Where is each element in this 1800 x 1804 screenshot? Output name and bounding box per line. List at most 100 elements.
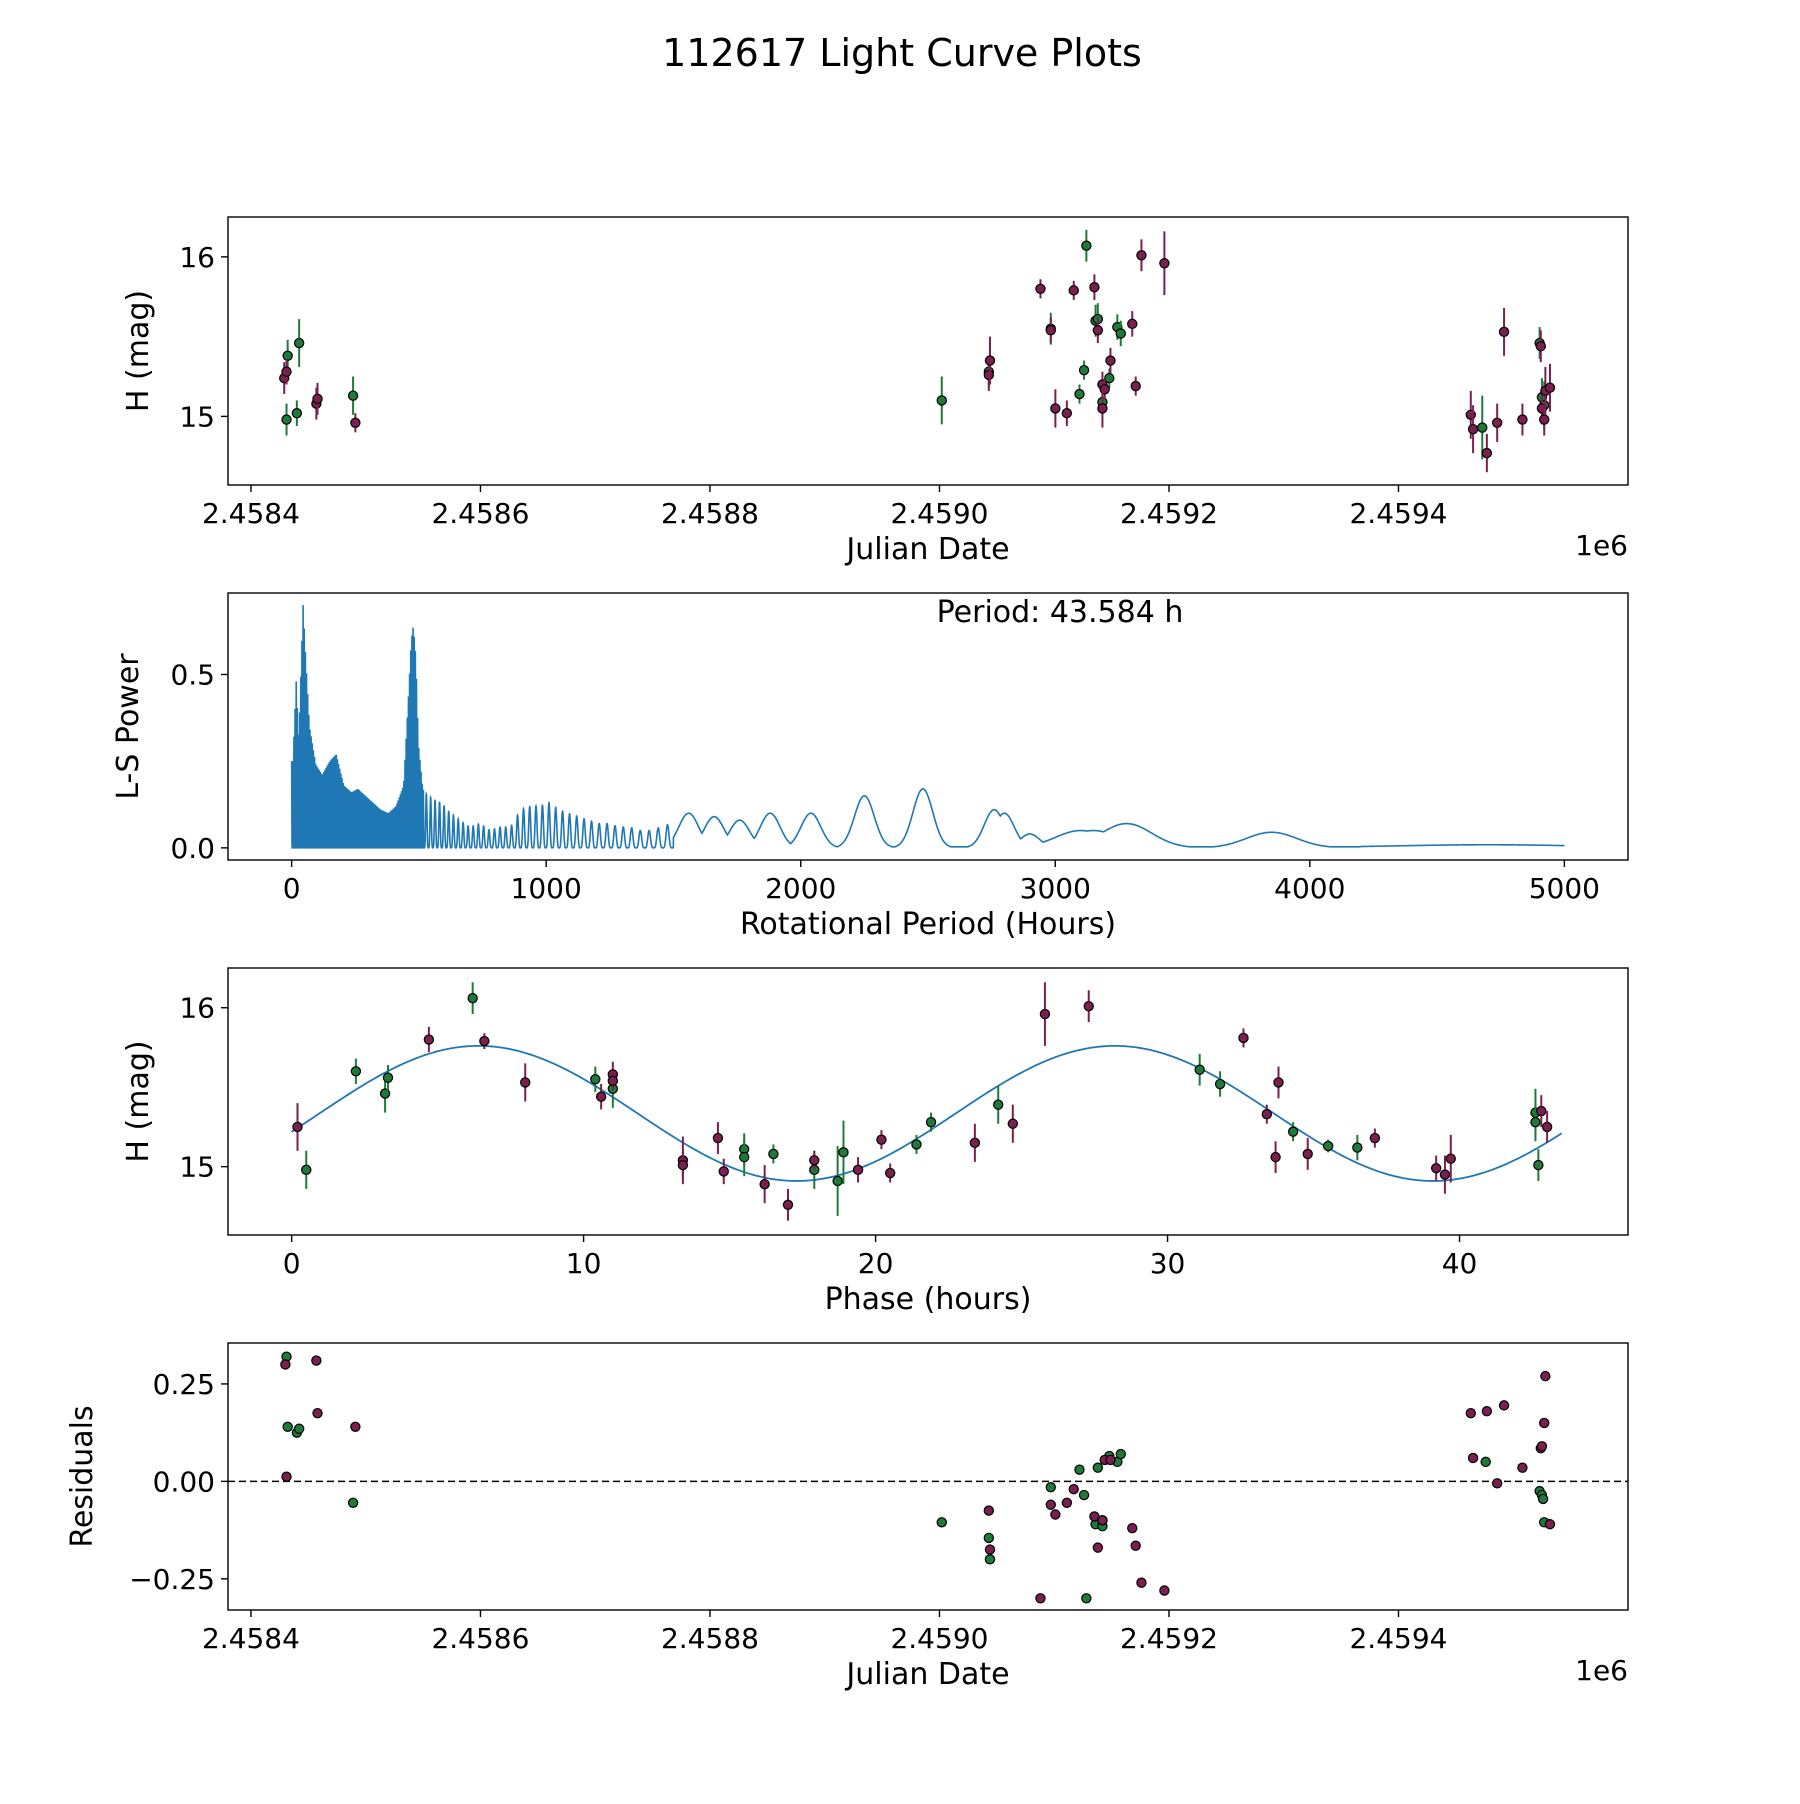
- periodogram-ytick-label-1: 0.5: [170, 658, 215, 691]
- phase-point-green-22: [1530, 1116, 1541, 1128]
- lightcurve-point-green-5: [936, 395, 947, 406]
- residuals-panel: 2.4584 2.4586 2.4588 2.4590 2.4592 2.4594 0.25…: [65, 1342, 1629, 1692]
- phase-point-purple-11: [759, 1178, 770, 1190]
- lightcurve-point-green-1: [282, 350, 293, 361]
- phase-point-purple-24: [1273, 1077, 1284, 1088]
- lightcurve-point-purple-30: [1539, 414, 1550, 425]
- figure-title: 112617 Light Curve Plots: [662, 31, 1142, 75]
- residuals-xtick-label-2: 2.4588: [661, 1622, 759, 1655]
- phase-point-green-11: [832, 1175, 843, 1187]
- lightcurve-point-purple-16: [1105, 355, 1116, 366]
- lightcurve-point-purple-28: [1535, 341, 1546, 352]
- lightcurve-point-purple-6: [984, 355, 996, 366]
- lightcurve-point-purple-5: [983, 369, 995, 381]
- periodogram-ylabel: L-S Power: [111, 653, 146, 800]
- residuals-xlabel: Julian Date: [844, 1657, 1009, 1692]
- residuals-point-green-9: [1074, 1464, 1085, 1475]
- lightcurve-point-green-14: [1104, 372, 1115, 384]
- phase-point-green-23: [1533, 1159, 1544, 1171]
- phase-point-purple-1: [423, 1034, 435, 1045]
- phase-point-green-0: [301, 1164, 312, 1176]
- phase-point-purple-26: [1369, 1132, 1381, 1144]
- phase-point-purple-15: [876, 1134, 887, 1145]
- residuals-xtick-label-5: 2.4594: [1349, 1622, 1447, 1655]
- phase-point-purple-8: [677, 1159, 689, 1171]
- phase-point-green-8: [739, 1151, 750, 1163]
- lightcurve-point-purple-3: [312, 393, 323, 405]
- phase-point-purple-9: [712, 1132, 724, 1144]
- phase-xtick-label-1: 10: [566, 1247, 602, 1280]
- phase-point-green-18: [1287, 1126, 1299, 1137]
- lightcurve-point-purple-32: [1544, 382, 1556, 393]
- periodogram-line: [290, 605, 1565, 849]
- phase-point-green-20: [1352, 1142, 1363, 1153]
- residuals-point-purple-7: [1035, 1593, 1046, 1604]
- residuals-point-purple-2: [311, 1355, 322, 1366]
- phase-xtick-label-3: 30: [1150, 1247, 1186, 1280]
- phase-point-purple-4: [595, 1091, 607, 1102]
- phase-xtick-label-4: 40: [1442, 1247, 1478, 1280]
- phase-point-purple-31: [1541, 1121, 1553, 1133]
- lightcurve-xtick-label-2: 2.4588: [661, 497, 759, 530]
- residuals-point-purple-30: [1539, 1417, 1550, 1429]
- residuals-point-purple-0: [280, 1359, 291, 1370]
- phase-xlabel: Phase (hours): [825, 1282, 1032, 1317]
- lightcurve-point-purple-26: [1498, 326, 1510, 338]
- residuals-point-green-3: [293, 1423, 305, 1434]
- residuals-point-purple-11: [1068, 1483, 1079, 1495]
- phase-point-green-1: [350, 1066, 362, 1077]
- lightcurve-ylabel: H (mag): [121, 290, 156, 412]
- residuals-xtick-label-1: 2.4586: [431, 1622, 529, 1655]
- phase-xtick-label-2: 20: [858, 1247, 894, 1280]
- residuals-point-green-4: [347, 1497, 359, 1509]
- phase-point-green-9: [768, 1148, 779, 1160]
- residuals-point-purple-21: [1097, 1515, 1108, 1526]
- residuals-point-green-18: [1480, 1456, 1491, 1468]
- lightcurve-point-green-17: [1477, 422, 1488, 433]
- phase-point-green-3: [382, 1072, 394, 1083]
- lightcurve-xtick-label-4: 2.4592: [1120, 497, 1218, 530]
- phase-point-purple-16: [884, 1167, 896, 1179]
- lightcurve-point-green-3: [293, 337, 305, 349]
- phase-point-purple-20: [1083, 1000, 1094, 1012]
- lightcurve-point-purple-23: [1467, 423, 1479, 435]
- phase-point-green-17: [1214, 1078, 1226, 1090]
- residuals-plot-area: [228, 1351, 1628, 1604]
- lightcurve-point-purple-24: [1481, 447, 1493, 459]
- lightcurve-point-purple-11: [1068, 285, 1079, 296]
- lightcurve-xlabel: Julian Date: [844, 532, 1009, 567]
- lightcurve-point-purple-18: [1130, 380, 1141, 392]
- periodogram-panel: 0 1000 2000 3000 4000 5000 0.0 0.5 Rotational Pe…: [111, 592, 1629, 942]
- phase-point-purple-30: [1536, 1105, 1547, 1117]
- lightcurve-point-purple-21: [1097, 403, 1108, 414]
- phase-point-purple-21: [1238, 1032, 1249, 1044]
- periodogram-frame: [227, 592, 1629, 861]
- lightcurve-point-purple-25: [1491, 417, 1503, 428]
- phase-ytick-label-1: 16: [179, 992, 215, 1025]
- fit-curve: [291, 1044, 1563, 1182]
- phase-plot-area: [291, 982, 1563, 1221]
- lightcurve-point-purple-9: [1050, 403, 1061, 414]
- periodogram-plot-area: [290, 605, 1565, 849]
- phase-point-purple-27: [1430, 1163, 1442, 1174]
- phase-point-purple-17: [969, 1137, 981, 1149]
- lightcurve-panel: 2.4584 2.4586 2.4588 2.4590 2.4592 2.4594 15 16…: [121, 216, 1629, 567]
- residuals-point-green-10: [1078, 1489, 1090, 1501]
- phase-point-purple-6: [607, 1075, 619, 1087]
- lightcurve-xtick-label-5: 2.4594: [1349, 497, 1447, 530]
- phase-point-green-14: [925, 1116, 937, 1128]
- periodogram-xtick-label-5: 5000: [1529, 872, 1600, 905]
- phase-point-green-16: [1194, 1064, 1205, 1075]
- phase-point-purple-25: [1302, 1148, 1313, 1160]
- residuals-point-purple-20: [1159, 1585, 1170, 1596]
- lightcurve-point-purple-10: [1061, 408, 1073, 419]
- phase-point-purple-22: [1261, 1109, 1273, 1120]
- lightcurve-point-purple-17: [1127, 318, 1138, 330]
- phase-xtick-label-0: 0: [283, 1247, 301, 1280]
- residuals-frame: [227, 1342, 1629, 1611]
- periodogram-xtick-label-3: 3000: [1020, 872, 1091, 905]
- residuals-point-green-6: [983, 1532, 995, 1544]
- phase-point-purple-0: [292, 1121, 303, 1133]
- periodogram-xtick-label-2: 2000: [765, 872, 836, 905]
